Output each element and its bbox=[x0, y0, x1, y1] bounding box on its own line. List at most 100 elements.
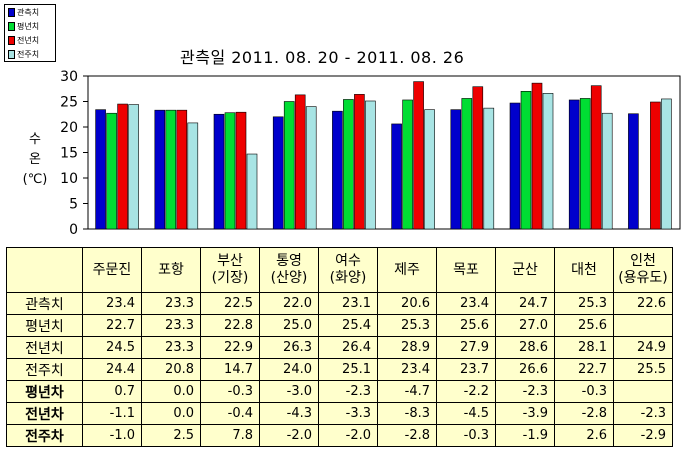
y-tick-label: 20 bbox=[60, 120, 78, 136]
bar bbox=[187, 122, 199, 230]
y-axis-title-line: (℃) bbox=[22, 172, 48, 187]
table-cell: 14.7 bbox=[200, 358, 260, 381]
legend-swatch bbox=[8, 22, 15, 31]
table-row: 평년치 22.7 23.3 22.8 25.0 25.4 25.3 25.6 27.0 25.6 bbox=[6, 314, 673, 337]
table-cell: 25.4 bbox=[318, 314, 378, 337]
bar bbox=[128, 104, 139, 230]
y-axis-title-line: 온 bbox=[29, 152, 41, 167]
bar bbox=[472, 86, 484, 230]
bar bbox=[509, 102, 521, 230]
bar bbox=[531, 82, 543, 230]
bar bbox=[176, 109, 188, 230]
row-label: 전주차 bbox=[6, 424, 83, 447]
y-tick-label: 10 bbox=[60, 171, 78, 187]
table-cell: 20.8 bbox=[141, 358, 201, 381]
bar bbox=[95, 109, 106, 230]
table-corner bbox=[6, 247, 83, 293]
table-cell: 26.4 bbox=[318, 336, 378, 359]
legend-label: 전년치 bbox=[17, 36, 40, 45]
legend-label: 관측치 bbox=[17, 8, 40, 17]
table-cell: 28.1 bbox=[554, 336, 614, 359]
table-row: 관측치 23.4 23.3 22.5 22.0 23.1 20.6 23.4 24.7 25.3 2… bbox=[6, 292, 673, 315]
bar bbox=[628, 113, 639, 230]
row-label: 전주치 bbox=[6, 358, 83, 381]
table-cell: 25.0 bbox=[259, 314, 319, 337]
row-label: 전년치 bbox=[6, 336, 83, 359]
table-cell: -4.7 bbox=[377, 380, 437, 403]
table-cell: 23.4 bbox=[436, 292, 496, 315]
bar bbox=[590, 85, 602, 230]
table-cell: 22.0 bbox=[259, 292, 319, 315]
bar bbox=[294, 94, 306, 230]
table-cell: 23.1 bbox=[318, 292, 378, 315]
bar bbox=[235, 111, 247, 230]
y-tick-label: 5 bbox=[69, 197, 78, 213]
table-cell: -0.3 bbox=[200, 380, 260, 403]
legend-item: 전년치 bbox=[8, 34, 55, 47]
table-cell: 26.6 bbox=[495, 358, 555, 381]
y-tick-label: 15 bbox=[60, 146, 78, 162]
table-cell: 25.6 bbox=[554, 314, 614, 337]
table-cell: 2.5 bbox=[141, 424, 201, 447]
table-row: 평년차 0.7 0.0 -0.3 -3.0 -2.3 -4.7 -2.2 -2.3 -0.3 bbox=[6, 380, 673, 403]
legend: 관측치 평년치 전년치 전주치 bbox=[4, 4, 56, 62]
table-cell: 23.3 bbox=[141, 336, 201, 359]
column-header: 부산 (기장) bbox=[200, 247, 260, 293]
table-cell: 24.7 bbox=[495, 292, 555, 315]
table-row: 전주차 -1.0 2.5 7.8 -2.0 -2.0 -2.8 -0.3 -1.9 2.6 -2.9 bbox=[6, 424, 673, 447]
bar bbox=[106, 112, 117, 230]
table-cell: -1.9 bbox=[495, 424, 555, 447]
table-cell: -2.3 bbox=[495, 380, 555, 403]
bar bbox=[601, 112, 613, 230]
table-cell: -2.2 bbox=[436, 380, 496, 403]
table-cell: -2.3 bbox=[613, 402, 673, 425]
bar bbox=[332, 110, 343, 230]
table-cell bbox=[613, 380, 673, 403]
table-cell: -8.3 bbox=[377, 402, 437, 425]
bar bbox=[424, 109, 435, 230]
bar bbox=[402, 99, 413, 230]
column-header: 통영 (산양) bbox=[259, 247, 319, 293]
table-cell: 28.6 bbox=[495, 336, 555, 359]
bar-chart: 0 5 10 15 20 25 30 bbox=[60, 69, 681, 238]
row-label: 관측치 bbox=[6, 292, 83, 315]
table-row: 전주치 24.4 20.8 14.7 24.0 25.1 23.4 23.7 26.6 22.7 2… bbox=[6, 358, 673, 381]
table-header-row: 주문진 포항 부산 (기장) 통영 (산양) 여수 (화양) 제주 목포 군산 대천 인천 (용유도) bbox=[6, 247, 673, 293]
bar bbox=[650, 101, 661, 230]
table-cell: 23.3 bbox=[141, 314, 201, 337]
column-header: 목포 bbox=[436, 247, 496, 293]
column-header: 포항 bbox=[141, 247, 201, 293]
bar bbox=[154, 109, 166, 230]
bar bbox=[391, 123, 402, 230]
table-cell: 22.8 bbox=[200, 314, 260, 337]
table-cell: 23.7 bbox=[436, 358, 496, 381]
legend-item: 전주치 bbox=[8, 48, 55, 61]
table-cell: -2.8 bbox=[377, 424, 437, 447]
bar bbox=[520, 91, 532, 230]
y-tick-label: 30 bbox=[60, 69, 78, 85]
table-cell bbox=[613, 314, 673, 337]
bar bbox=[165, 109, 177, 230]
table-cell: -2.3 bbox=[318, 380, 378, 403]
table-cell: -2.0 bbox=[318, 424, 378, 447]
table-cell: -4.5 bbox=[436, 402, 496, 425]
column-header: 군산 bbox=[495, 247, 555, 293]
row-label: 평년치 bbox=[6, 314, 83, 337]
table-cell: 2.6 bbox=[554, 424, 614, 447]
column-header: 대천 bbox=[554, 247, 614, 293]
bar bbox=[283, 101, 295, 230]
table-cell: 0.0 bbox=[141, 380, 201, 403]
bar bbox=[413, 81, 424, 230]
table-cell: 24.4 bbox=[82, 358, 142, 381]
bar bbox=[272, 116, 284, 230]
bar bbox=[224, 112, 236, 230]
table-cell: -0.3 bbox=[436, 424, 496, 447]
table-cell: 0.7 bbox=[82, 380, 142, 403]
table-cell: -2.9 bbox=[613, 424, 673, 447]
bar bbox=[661, 98, 672, 230]
table-cell: 25.3 bbox=[377, 314, 437, 337]
table-cell: -0.4 bbox=[200, 402, 260, 425]
data-table: 주문진 포항 부산 (기장) 통영 (산양) 여수 (화양) 제주 목포 군산 대천 인천 (용유도) 관… bbox=[6, 247, 673, 447]
row-label: 전년차 bbox=[6, 402, 83, 425]
table-cell: 7.8 bbox=[200, 424, 260, 447]
